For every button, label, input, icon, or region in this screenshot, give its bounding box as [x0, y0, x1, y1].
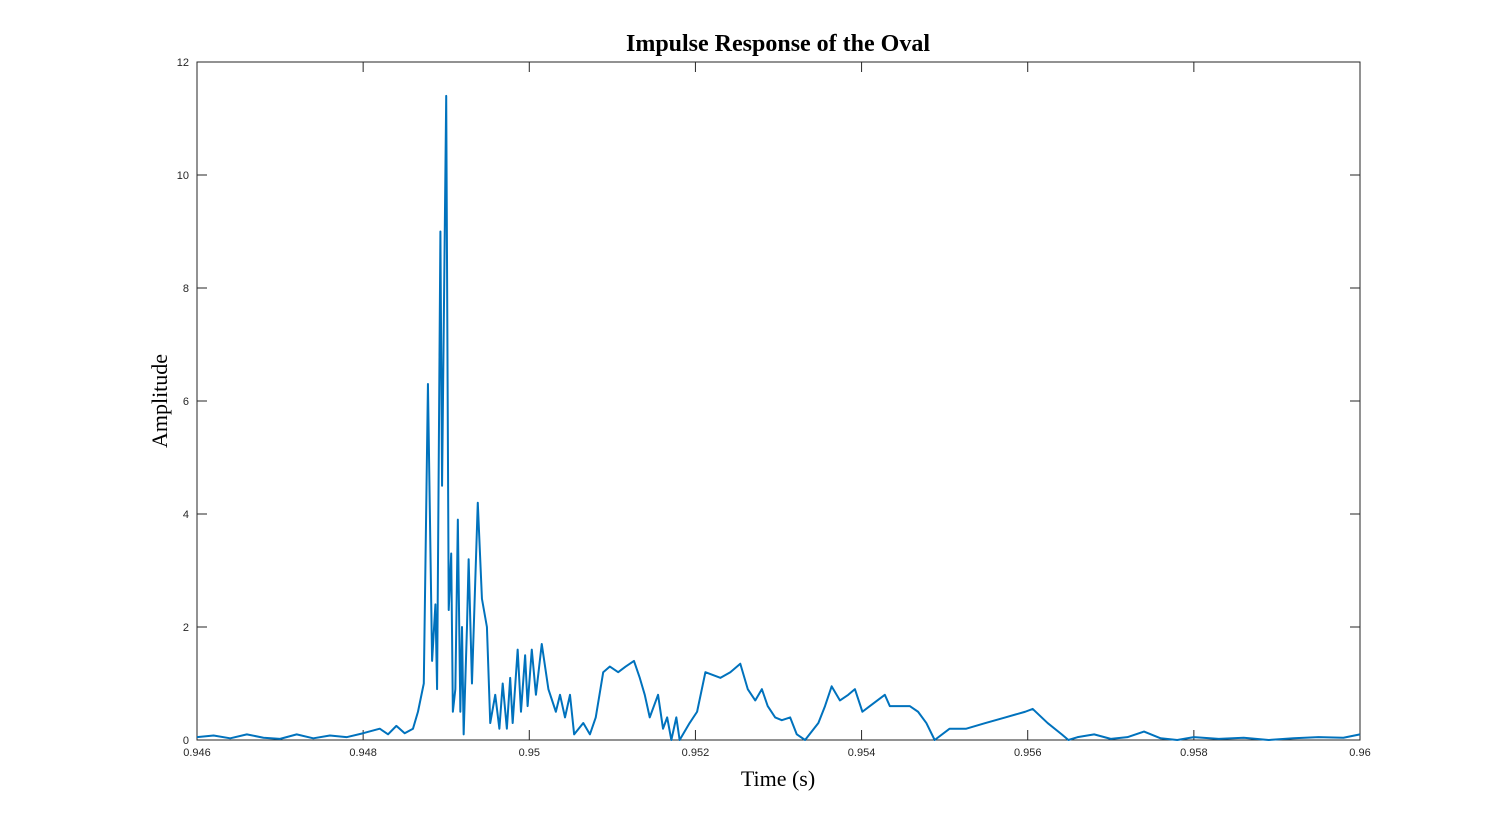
x-tick-label: 0.95 [519, 747, 540, 759]
x-tick-label: 0.946 [183, 747, 211, 759]
x-tick-label: 0.958 [1180, 747, 1208, 759]
x-tick-label: 0.954 [848, 747, 876, 759]
y-tick-label: 4 [183, 509, 189, 521]
x-tick-label: 0.96 [1349, 747, 1370, 759]
chart-title: Impulse Response of the Oval [626, 31, 930, 57]
y-tick-label: 0 [183, 735, 189, 747]
x-axis-label: Time (s) [741, 766, 815, 791]
x-tick-label: 0.952 [682, 747, 710, 759]
x-tick-label: 0.948 [349, 747, 377, 759]
line-series [196, 94, 1361, 741]
y-axis-label: Amplitude [147, 354, 172, 448]
y-tick-label: 2 [183, 622, 189, 634]
y-tick-label: 12 [177, 57, 189, 69]
y-tick-label: 8 [183, 283, 189, 295]
x-tick-label: 0.956 [1014, 747, 1042, 759]
y-tick-label: 10 [177, 170, 189, 182]
y-tick-label: 6 [183, 396, 189, 408]
